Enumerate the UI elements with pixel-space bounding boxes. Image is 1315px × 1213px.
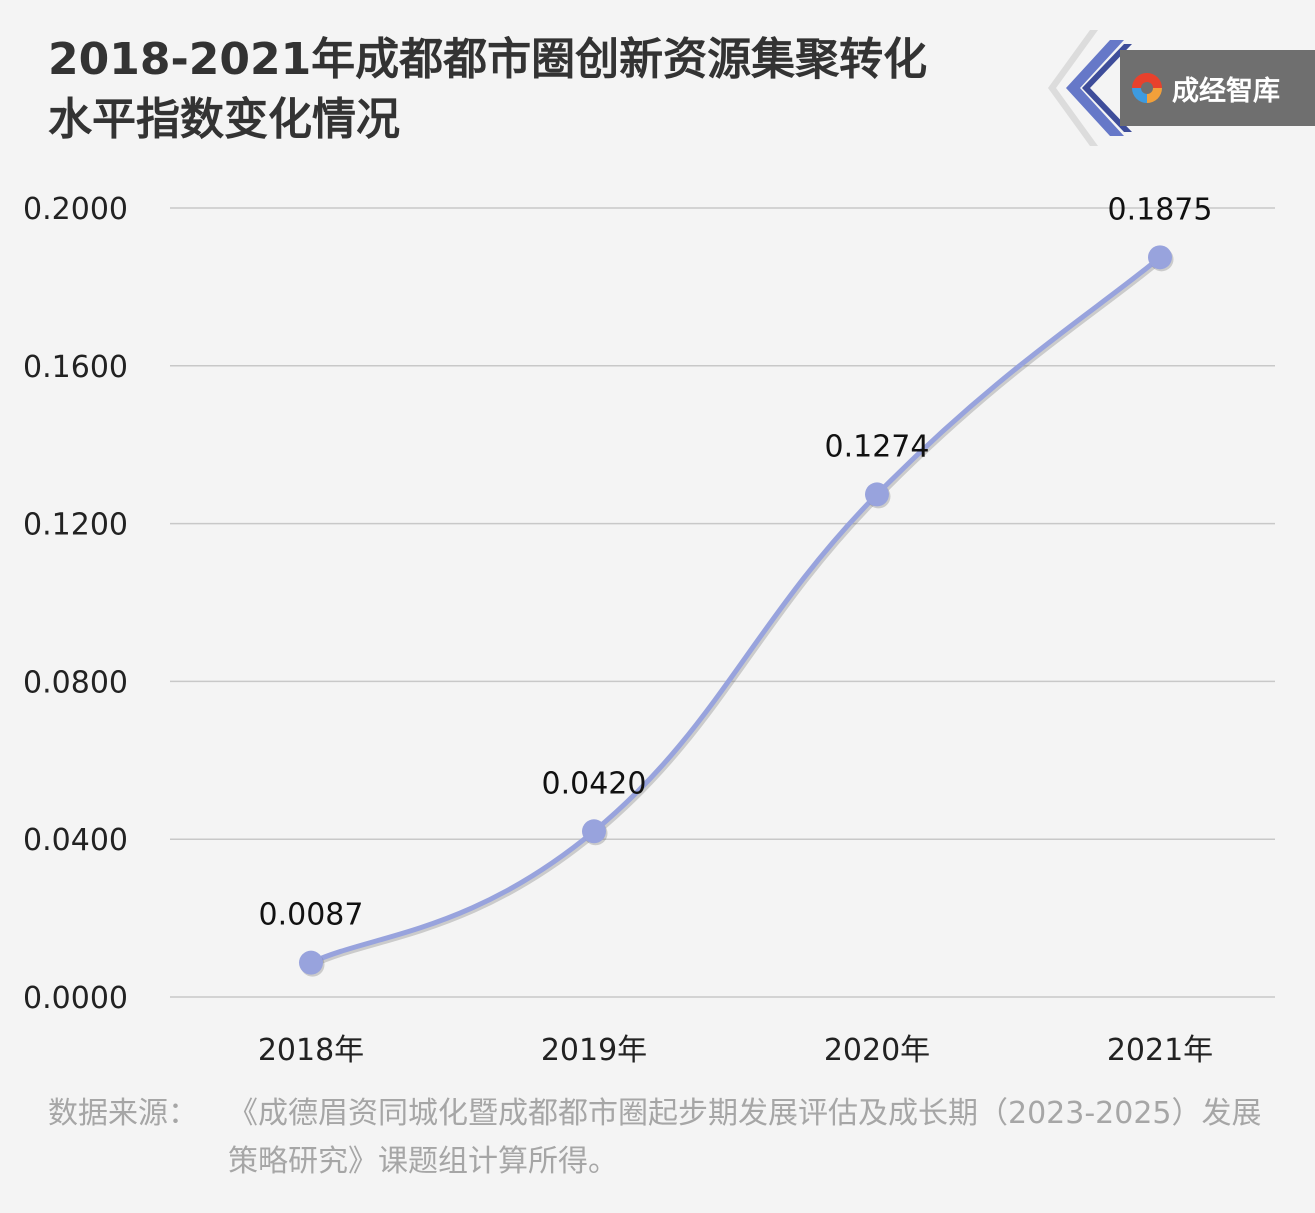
- brand-chevron-decoration: [1048, 30, 1132, 146]
- chart-title: 2018-2021年成都都市圈创新资源集聚转化 水平指数变化情况: [48, 30, 1008, 150]
- x-tick-label: 2021年: [1107, 1033, 1213, 1068]
- chart-title-line-1: 2018-2021年成都都市圈创新资源集聚转化: [48, 34, 928, 85]
- x-tick-label: 2018年: [258, 1033, 364, 1068]
- series-line: [308, 254, 1163, 966]
- y-tick-label: 0.0400: [23, 823, 128, 858]
- data-label: 0.1274: [825, 429, 930, 464]
- data-source-note: 数据来源： 《成德眉资同城化暨成都都市圈起步期发展评估及成长期（2023-202…: [48, 1090, 1278, 1179]
- brand-name: 成经智库: [1172, 75, 1280, 107]
- data-label: 0.0087: [259, 898, 364, 933]
- y-tick-label: 0.1600: [23, 350, 128, 385]
- brand-badge: 成经智库: [1040, 28, 1315, 148]
- y-tick-label: 0.0800: [23, 665, 128, 700]
- y-tick-label: 0.1200: [23, 508, 128, 543]
- y-tick-label: 0.0000: [23, 981, 128, 1016]
- data-point: [299, 950, 323, 975]
- data-source-text: 《成德眉资同城化暨成都都市圈起步期发展评估及成长期（2023-2025）发展策略…: [228, 1096, 1262, 1179]
- y-tick-label: 0.2000: [23, 192, 128, 227]
- data-point: [865, 482, 889, 507]
- data-label: 0.1875: [1108, 192, 1213, 227]
- x-tick-label: 2019年: [541, 1033, 647, 1068]
- data-label: 0.0420: [542, 766, 647, 801]
- brand-box: 成经智库: [1120, 50, 1315, 126]
- chart-title-line-2: 水平指数变化情况: [48, 94, 400, 145]
- data-point: [582, 819, 606, 844]
- data-source-label: 数据来源：: [48, 1096, 198, 1131]
- x-tick-label: 2020年: [824, 1033, 930, 1068]
- data-point: [1148, 245, 1172, 270]
- brand-logo-icon: [1132, 73, 1162, 103]
